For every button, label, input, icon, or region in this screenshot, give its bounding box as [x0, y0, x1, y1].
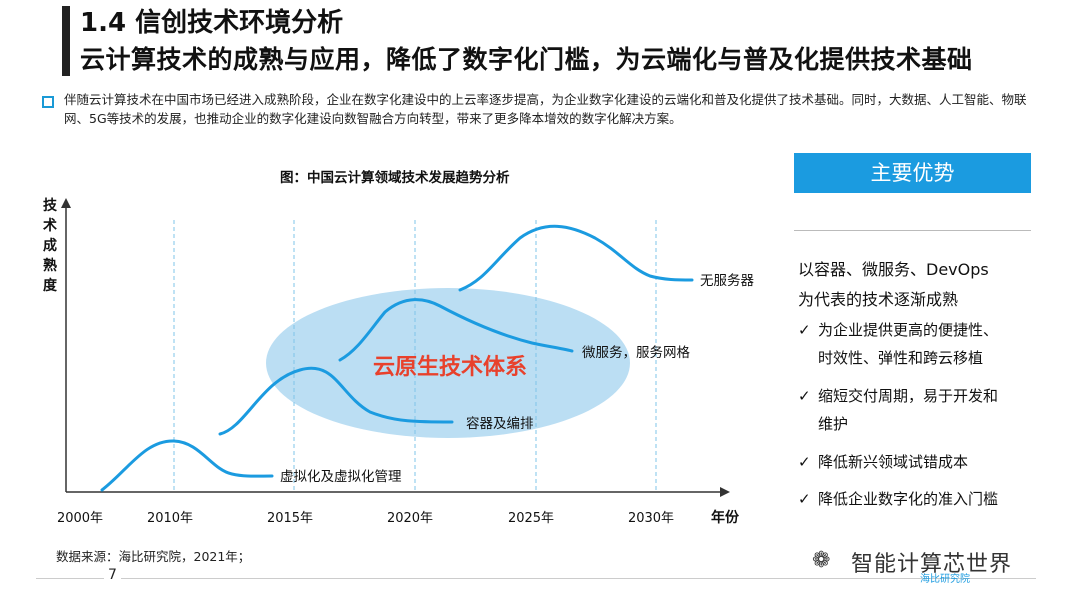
square-bullet-icon [42, 96, 54, 108]
advantage-item: ✓ 缩短交付周期，易于开发和 [798, 382, 998, 410]
check-icon: ✓ [798, 453, 811, 471]
label-microservices: 微服务，服务网格 [582, 345, 690, 361]
curve-serverless [458, 224, 694, 292]
y-axis-char: 技 [43, 197, 58, 214]
x-axis-arrow-icon [720, 487, 730, 497]
x-axis-label: 年份 [711, 509, 740, 526]
check-icon: ✓ [798, 321, 811, 339]
series-labels: 虚拟化及虚拟化管理 容器及编排 微服务，服务网格 无服务器 [280, 273, 754, 485]
advantages-summary-line: 以容器、微服务、DevOps [798, 260, 989, 279]
y-axis-char: 术 [43, 217, 57, 234]
advantage-item: ✓ 降低企业数字化的准入门槛 [798, 485, 998, 513]
advantage-item: ✓ 为企业提供更高的便捷性、 [798, 316, 998, 344]
figure-title: 图：中国云计算领域技术发展趋势分析 [280, 170, 510, 186]
page-headline: 云计算技术的成熟与应用，降低了数字化门槛，为云端化与普及化提供技术基础 [80, 45, 973, 74]
advantage-text: 缩短交付周期，易于开发和 [818, 387, 999, 405]
label-serverless: 无服务器 [700, 273, 754, 289]
x-tick-label: 2000年 [57, 511, 103, 526]
advantage-text: 为企业提供更高的便捷性、 [818, 321, 999, 339]
wechat-icon: ❁ [812, 548, 831, 573]
intro-paragraph: 伴随云计算技术在中国市场已经进入成熟阶段，企业在数字化建设中的上云率逐步提高，为… [64, 92, 1027, 126]
year-gridlines [173, 220, 657, 492]
advantages-header: 主要优势 [794, 153, 1031, 193]
advantage-item-cont: 维护 [818, 415, 849, 433]
page-number: 7 [104, 567, 121, 583]
cloud-native-label: 云原生技术体系 [373, 355, 527, 380]
watermark-text: 智能计算芯世界 [851, 552, 1013, 577]
advantage-item: ✓ 降低新兴领域试错成本 [798, 448, 968, 476]
x-tick-label: 2010年 [147, 511, 193, 526]
title-accent-bar [62, 6, 70, 76]
x-tick-label: 2025年 [508, 511, 554, 526]
advantages-summary-line: 为代表的技术逐渐成熟 [798, 290, 959, 309]
curve-virtualization [100, 439, 274, 492]
advantage-text: 降低新兴领域试错成本 [818, 453, 969, 471]
curve-containers [218, 366, 454, 436]
check-icon: ✓ [798, 490, 811, 508]
x-tick-label: 2020年 [387, 511, 433, 526]
check-icon: ✓ [798, 387, 811, 405]
advantage-item-cont: 时效性、弹性和跨云移植 [818, 349, 984, 367]
footer-divider [36, 578, 1036, 579]
y-axis-label: 技 术 成 熟 度 [43, 197, 58, 294]
x-tick-labels: 2000年 2010年 2015年 2020年 2025年 2030年 [57, 511, 674, 526]
y-axis-arrow-icon [61, 198, 71, 208]
y-axis-char: 度 [43, 277, 58, 294]
advantage-text: 降低企业数字化的准入门槛 [818, 490, 999, 508]
y-axis-char: 成 [43, 237, 57, 254]
x-tick-label: 2015年 [267, 511, 313, 526]
advantages-divider [794, 230, 1031, 231]
x-tick-label: 2030年 [628, 511, 674, 526]
data-source: 数据来源：海比研究院，2021年； [56, 549, 251, 564]
section-title: 1.4 信创技术环境分析 [80, 8, 344, 38]
trend-diagram: 技 术 成 熟 度 2000年 2010年 2015年 2020年 2025年 … [43, 197, 754, 526]
curve-microservices [338, 298, 574, 362]
watermark-tag: 海比研究院 [920, 574, 970, 585]
label-virtualization: 虚拟化及虚拟化管理 [280, 469, 402, 485]
label-containers: 容器及编排 [466, 415, 534, 432]
y-axis-char: 熟 [43, 257, 57, 274]
